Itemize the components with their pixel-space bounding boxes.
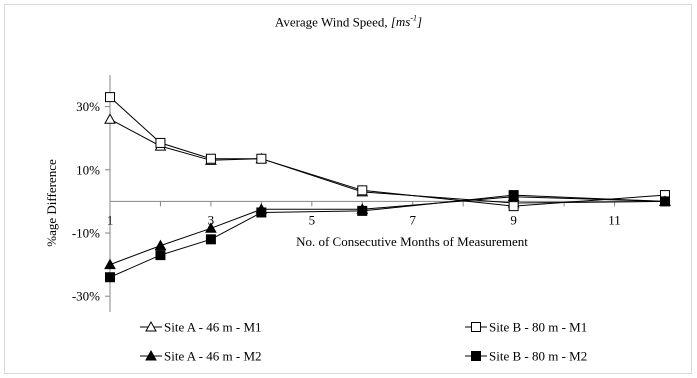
data-point (357, 205, 368, 216)
chart-title-unit-base: [ms (390, 14, 411, 30)
legend-item: Site A - 46 m - M2 (140, 349, 262, 364)
legend-marker (145, 320, 157, 332)
data-point (256, 207, 267, 218)
data-point (105, 272, 115, 283)
data-point (205, 234, 216, 245)
legend-label: Site B - 80 m - M2 (489, 349, 587, 364)
y-axis-label: %age Difference (44, 159, 59, 247)
series-3 (104, 190, 671, 270)
data-point (104, 258, 116, 270)
legend-item: Site B - 80 m - M2 (465, 349, 587, 364)
series-4 (105, 190, 670, 283)
series-line (109, 196, 666, 266)
chart-title-unit-end: ] (417, 14, 423, 30)
y-tick-label: 10% (76, 162, 100, 177)
x-tick-label: 9 (510, 212, 517, 227)
data-point (256, 153, 267, 164)
series-2 (105, 92, 670, 212)
legend-item: Site A - 46 m - M1 (140, 320, 262, 335)
y-tick-label: -10% (72, 226, 100, 241)
chart-frame (4, 4, 692, 374)
data-point (205, 222, 217, 233)
x-tick-label: 7 (409, 212, 416, 227)
data-point (508, 190, 519, 201)
x-tick-label: 11 (608, 212, 621, 227)
data-point (660, 196, 670, 207)
legend-marker (471, 351, 481, 361)
series-layer (104, 92, 671, 283)
x-tick-label: 5 (309, 212, 316, 227)
series-line (109, 118, 666, 204)
axes: 30% 10% -10% -30% 1 3 5 7 9 11 (72, 75, 666, 312)
x-tick-label: 1 (107, 212, 114, 227)
legend: Site A - 46 m - M1 Site B - 80 m - M1 Site… (140, 320, 587, 364)
legend-marker (145, 349, 157, 361)
y-tick-label: -30% (72, 289, 100, 304)
chart-title-main: Average Wind Speed, (274, 14, 391, 30)
legend-label: Site A - 46 m - M1 (164, 320, 262, 335)
x-tick-label: 3 (208, 212, 215, 227)
data-point (104, 113, 116, 124)
chart-title: Average Wind Speed, [ms-1] (0, 14, 697, 30)
legend-item: Site B - 80 m - M1 (465, 320, 587, 335)
data-point (205, 153, 216, 164)
data-point (105, 92, 115, 103)
data-point (357, 185, 368, 196)
data-point (155, 250, 166, 261)
y-tick-label: 30% (76, 99, 100, 114)
legend-label: Site A - 46 m - M2 (164, 349, 262, 364)
legend-label: Site B - 80 m - M1 (489, 320, 587, 335)
x-axis-label: No. of Consecutive Months of Measurement (296, 234, 528, 249)
chart-title-unit-sup: -1 (410, 14, 418, 23)
data-point (155, 137, 166, 148)
series-line (109, 96, 666, 207)
data-point (154, 239, 167, 251)
legend-marker (471, 322, 481, 332)
data-point (508, 201, 519, 212)
chart-title-unit: [ms-1] (391, 14, 422, 29)
